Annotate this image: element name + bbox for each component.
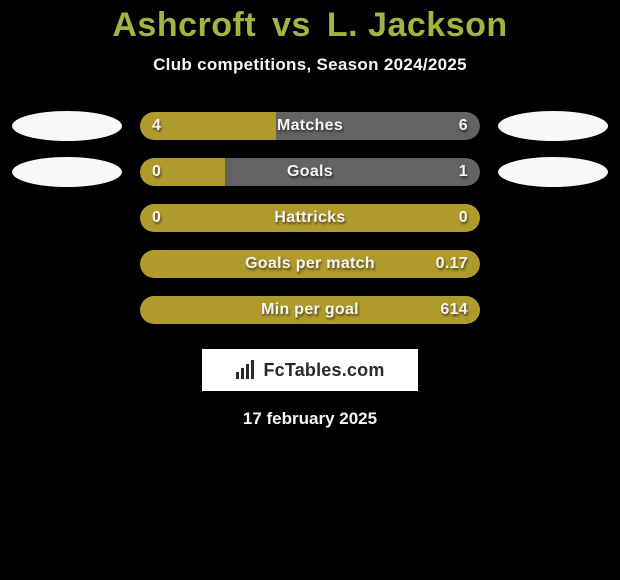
player-a-name: Ashcroft (112, 6, 256, 44)
stat-right-value: 0.17 (436, 250, 468, 278)
player-b-badge (498, 157, 608, 187)
player-b-name: L. Jackson (327, 6, 508, 44)
player-b-badge (498, 111, 608, 141)
stat-right-value: 6 (459, 112, 468, 140)
chart-bars-icon (235, 360, 257, 380)
date-text: 17 february 2025 (0, 409, 620, 429)
stat-row: 4 Matches 6 (0, 103, 620, 149)
stat-label: Goals per match (140, 250, 480, 278)
brand-text: FcTables.com (263, 360, 384, 381)
stat-bar: Min per goal 614 (140, 296, 480, 324)
stat-bar: Goals per match 0.17 (140, 250, 480, 278)
stat-row: Goals per match 0.17 (0, 241, 620, 287)
stat-row: Min per goal 614 (0, 287, 620, 333)
stat-bar: 4 Matches 6 (140, 112, 480, 140)
comparison-card: Ashcroft vs L. Jackson Club competitions… (0, 0, 620, 429)
stat-right-value: 0 (459, 204, 468, 232)
brand-badge: FcTables.com (202, 349, 418, 391)
stat-label: Hattricks (140, 204, 480, 232)
stat-bar: 0 Hattricks 0 (140, 204, 480, 232)
stat-row: 0 Hattricks 0 (0, 195, 620, 241)
stat-row: 0 Goals 1 (0, 149, 620, 195)
player-a-badge (12, 111, 122, 141)
stat-right-value: 614 (440, 296, 468, 324)
page-title: Ashcroft vs L. Jackson (0, 6, 620, 45)
stat-label: Goals (140, 158, 480, 186)
player-a-badge (12, 157, 122, 187)
stat-bar: 0 Goals 1 (140, 158, 480, 186)
stat-right-value: 1 (459, 158, 468, 186)
stat-label: Matches (140, 112, 480, 140)
stats-rows: 4 Matches 6 0 Goals 1 0 Hattri (0, 103, 620, 333)
title-vs: vs (272, 6, 311, 44)
subtitle: Club competitions, Season 2024/2025 (0, 55, 620, 75)
stat-label: Min per goal (140, 296, 480, 324)
